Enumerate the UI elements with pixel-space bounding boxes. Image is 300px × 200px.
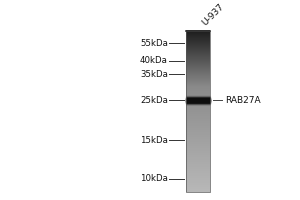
- Text: 25kDa: 25kDa: [140, 96, 168, 105]
- Text: 55kDa: 55kDa: [140, 39, 168, 48]
- Text: 35kDa: 35kDa: [140, 70, 168, 79]
- Text: RAB27A: RAB27A: [225, 96, 260, 105]
- Bar: [186, 31, 210, 192]
- Text: U-937: U-937: [201, 2, 226, 27]
- Text: 15kDa: 15kDa: [140, 136, 168, 145]
- Text: 10kDa: 10kDa: [140, 174, 168, 183]
- Text: 40kDa: 40kDa: [140, 56, 168, 65]
